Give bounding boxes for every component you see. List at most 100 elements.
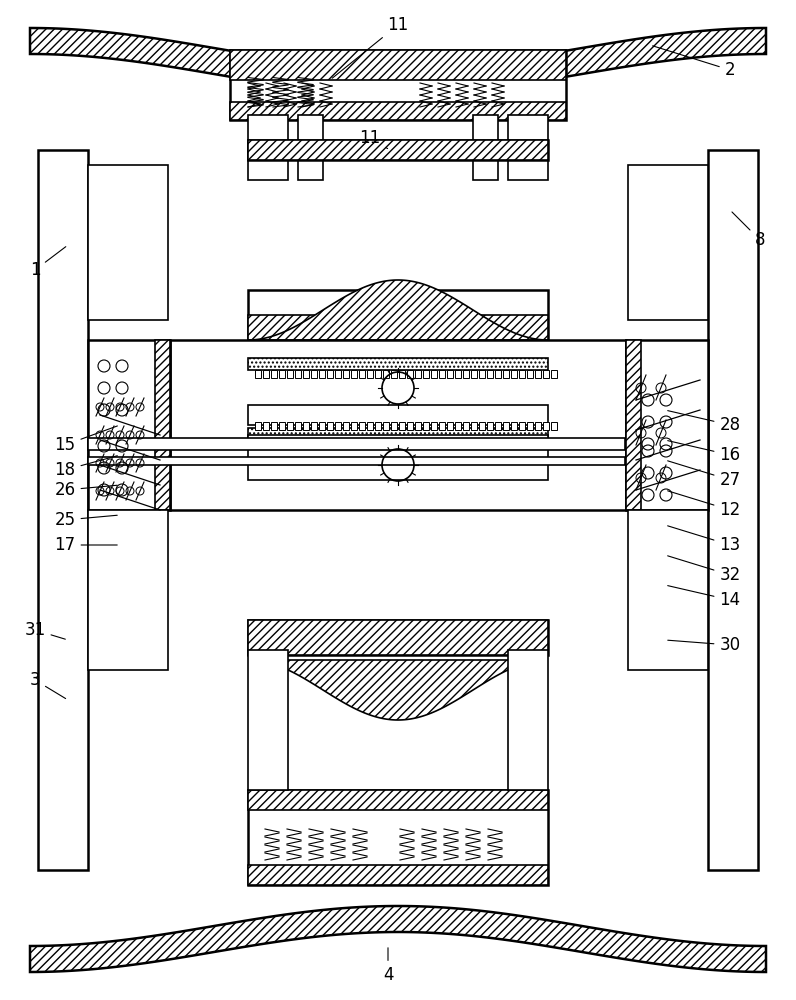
Text: 31: 31: [25, 621, 65, 639]
Bar: [248, 435, 548, 480]
Bar: [319, 370, 325, 378]
Bar: [367, 370, 373, 378]
Bar: [626, 340, 708, 510]
Bar: [463, 370, 469, 378]
Bar: [271, 422, 277, 430]
Bar: [543, 370, 549, 378]
Bar: [628, 510, 708, 670]
Bar: [88, 457, 625, 465]
Bar: [391, 370, 397, 378]
Bar: [375, 422, 381, 430]
Bar: [343, 370, 349, 378]
Text: 8: 8: [732, 212, 765, 249]
Bar: [487, 370, 493, 378]
Text: 13: 13: [668, 526, 740, 554]
Text: 11: 11: [332, 16, 408, 78]
Text: 28: 28: [668, 411, 740, 434]
Bar: [351, 370, 357, 378]
Text: 15: 15: [54, 426, 117, 454]
Bar: [431, 370, 437, 378]
Bar: [263, 370, 269, 378]
Bar: [383, 422, 389, 430]
Bar: [279, 370, 285, 378]
Text: 32: 32: [668, 556, 740, 584]
Bar: [248, 115, 288, 180]
Bar: [626, 340, 641, 510]
Bar: [248, 315, 548, 340]
Text: 27: 27: [668, 461, 740, 489]
Bar: [479, 370, 485, 378]
Bar: [327, 422, 333, 430]
Polygon shape: [248, 280, 548, 340]
Bar: [311, 370, 317, 378]
Bar: [383, 370, 389, 378]
Text: 26: 26: [54, 481, 117, 499]
Bar: [535, 422, 541, 430]
Bar: [248, 790, 548, 885]
Bar: [155, 340, 170, 510]
Bar: [327, 370, 333, 378]
Bar: [38, 150, 88, 870]
Bar: [88, 510, 168, 670]
Bar: [415, 370, 421, 378]
Bar: [535, 370, 541, 378]
Text: 3: 3: [29, 671, 65, 699]
Polygon shape: [30, 28, 766, 94]
Bar: [511, 370, 517, 378]
Bar: [391, 422, 397, 430]
Polygon shape: [30, 906, 766, 972]
Bar: [271, 370, 277, 378]
Bar: [473, 115, 498, 180]
Bar: [527, 370, 533, 378]
Bar: [343, 422, 349, 430]
Bar: [511, 422, 517, 430]
Bar: [471, 422, 477, 430]
Bar: [295, 370, 301, 378]
Bar: [628, 165, 708, 320]
Text: 4: 4: [383, 948, 393, 984]
Bar: [447, 422, 453, 430]
Bar: [303, 370, 309, 378]
Bar: [431, 422, 437, 430]
Bar: [255, 422, 261, 430]
Bar: [263, 422, 269, 430]
Bar: [287, 370, 293, 378]
Bar: [359, 370, 365, 378]
Bar: [527, 422, 533, 430]
Text: 2: 2: [653, 46, 736, 79]
Bar: [230, 50, 566, 80]
Bar: [248, 790, 548, 810]
Bar: [551, 422, 557, 430]
Bar: [551, 370, 557, 378]
Bar: [287, 422, 293, 430]
Bar: [399, 370, 405, 378]
Bar: [519, 422, 525, 430]
Bar: [170, 340, 626, 510]
Bar: [487, 422, 493, 430]
Bar: [423, 370, 429, 378]
Bar: [471, 370, 477, 378]
Text: 18: 18: [54, 456, 117, 479]
Text: 30: 30: [668, 636, 740, 654]
Bar: [335, 370, 341, 378]
Bar: [508, 650, 548, 790]
Bar: [407, 370, 413, 378]
Bar: [295, 422, 301, 430]
Bar: [248, 865, 548, 885]
Bar: [463, 422, 469, 430]
Bar: [439, 422, 445, 430]
Bar: [88, 340, 170, 510]
Bar: [255, 370, 261, 378]
Text: 17: 17: [54, 536, 117, 554]
Bar: [447, 370, 453, 378]
Bar: [319, 422, 325, 430]
Bar: [399, 422, 405, 430]
Bar: [455, 370, 461, 378]
Bar: [279, 422, 285, 430]
Text: 16: 16: [668, 441, 740, 464]
Text: 12: 12: [668, 491, 740, 519]
Text: 14: 14: [668, 586, 740, 609]
Bar: [508, 115, 548, 180]
Bar: [543, 422, 549, 430]
Bar: [248, 140, 548, 160]
